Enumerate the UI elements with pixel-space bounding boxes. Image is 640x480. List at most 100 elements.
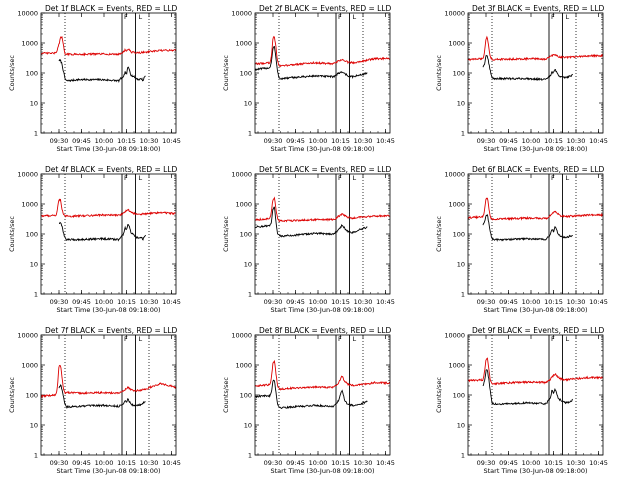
trace-events (254, 379, 368, 410)
legend-marker-l: L (353, 13, 357, 21)
y-tick-label: 100 (240, 69, 252, 77)
y-tick-label: 10000 (17, 331, 38, 339)
y-tick-label: 1000 (235, 200, 252, 208)
plot-frame (40, 12, 177, 134)
x-tick-label: 09:45 (499, 459, 518, 467)
x-tick-label: 10:30 (140, 137, 159, 145)
x-axis-label: Start Time (30-Jun-08 09:18:00) (271, 145, 375, 153)
y-tick-label: 100 (26, 391, 38, 399)
legend-marker-l: L (139, 335, 143, 343)
panel-title: Det 5f BLACK = Events, RED = LLD (259, 165, 392, 174)
x-axis-label: Start Time (30-Jun-08 09:18:00) (484, 145, 588, 153)
x-tick-label: 09:30 (264, 137, 283, 145)
x-tick-label: 09:30 (50, 137, 69, 145)
x-tick-label: 10:45 (162, 137, 181, 145)
y-tick-label: 1000 (235, 39, 252, 47)
y-tick-label: 100 (453, 69, 465, 77)
legend-marker-l: L (139, 174, 143, 182)
y-tick-label: 1 (34, 451, 38, 459)
x-tick-label: 10:45 (376, 137, 395, 145)
x-tick-label: 10:30 (354, 459, 373, 467)
y-tick-label: 1 (248, 451, 252, 459)
x-tick-label: 10:45 (589, 137, 608, 145)
y-tick-label: 1 (34, 290, 38, 298)
x-tick-label: 10:15 (331, 298, 350, 306)
y-tick-label: 100 (453, 391, 465, 399)
trace-lld (467, 197, 603, 221)
x-tick-label: 10:30 (567, 137, 586, 145)
trace-events (254, 206, 368, 238)
x-tick-label: 09:45 (72, 459, 91, 467)
y-tick-label: 10000 (17, 9, 38, 17)
x-tick-label: 10:00 (309, 298, 328, 306)
panel-title: Det 4f BLACK = Events, RED = LLD (45, 165, 178, 174)
x-tick-label: 09:30 (50, 298, 69, 306)
legend-marker-l: L (139, 13, 143, 21)
x-tick-label: 10:00 (522, 137, 541, 145)
panel-title: Det 1f BLACK = Events, RED = LLD (45, 4, 178, 13)
legend-marker-l: L (566, 335, 570, 343)
x-tick-label: 09:45 (286, 137, 305, 145)
x-tick-label: 09:30 (50, 459, 69, 467)
x-tick-label: 09:30 (264, 459, 283, 467)
y-tick-label: 1 (248, 129, 252, 137)
y-tick-label: 1 (34, 129, 38, 137)
panel-title: Det 3f BLACK = Events, RED = LLD (472, 4, 605, 13)
panel-title: Det 2f BLACK = Events, RED = LLD (259, 4, 392, 13)
x-tick-label: 10:45 (376, 298, 395, 306)
y-tick-label: 10000 (444, 331, 465, 339)
x-tick-label: 10:30 (567, 298, 586, 306)
y-axis-label: Counts/sec (222, 55, 230, 91)
trace-lld (254, 196, 391, 223)
plot-frame (254, 334, 391, 456)
y-tick-label: 10 (30, 99, 38, 107)
panel-title: Det 7f BLACK = Events, RED = LLD (45, 326, 178, 335)
x-tick-label: 09:30 (477, 137, 496, 145)
x-tick-label: 10:30 (140, 298, 159, 306)
y-tick-label: 10 (30, 421, 38, 429)
y-tick-label: 1000 (448, 200, 465, 208)
y-tick-label: 1000 (235, 361, 252, 369)
y-tick-label: 1 (461, 451, 465, 459)
x-tick-label: 10:15 (544, 137, 563, 145)
x-tick-label: 09:45 (499, 137, 518, 145)
x-tick-label: 10:00 (309, 459, 328, 467)
x-axis-label: Start Time (30-Jun-08 09:18:00) (271, 306, 375, 314)
y-tick-label: 10 (457, 260, 465, 268)
x-tick-label: 10:45 (162, 298, 181, 306)
y-tick-label: 10 (244, 421, 252, 429)
x-tick-label: 09:45 (499, 298, 518, 306)
trace-lld (40, 35, 177, 57)
y-tick-label: 10000 (231, 9, 252, 17)
trace-events (254, 45, 368, 81)
y-tick-label: 10000 (444, 9, 465, 17)
y-tick-label: 10000 (444, 170, 465, 178)
legend-marker-f: F (551, 335, 555, 343)
y-tick-label: 10 (457, 99, 465, 107)
x-tick-label: 10:45 (162, 459, 181, 467)
y-axis-label: Counts/sec (8, 55, 16, 91)
panel-title: Det 8f BLACK = Events, RED = LLD (259, 326, 392, 335)
x-axis-label: Start Time (30-Jun-08 09:18:00) (57, 145, 161, 153)
x-tick-label: 10:30 (354, 298, 373, 306)
trace-events (58, 59, 146, 84)
trace-lld (40, 364, 177, 399)
x-tick-label: 10:15 (117, 137, 136, 145)
legend-marker-l: L (566, 13, 570, 21)
x-tick-label: 09:30 (477, 298, 496, 306)
y-axis-label: Counts/sec (222, 216, 230, 252)
x-tick-label: 10:15 (117, 298, 136, 306)
legend-marker-l: L (353, 335, 357, 343)
trace-events (482, 54, 574, 81)
legend-marker-l: L (353, 174, 357, 182)
y-tick-label: 1000 (21, 361, 38, 369)
x-tick-label: 10:15 (331, 459, 350, 467)
panel-title: Det 6f BLACK = Events, RED = LLD (472, 165, 605, 174)
plot-frame (467, 334, 604, 456)
legend-marker-f: F (551, 13, 555, 21)
